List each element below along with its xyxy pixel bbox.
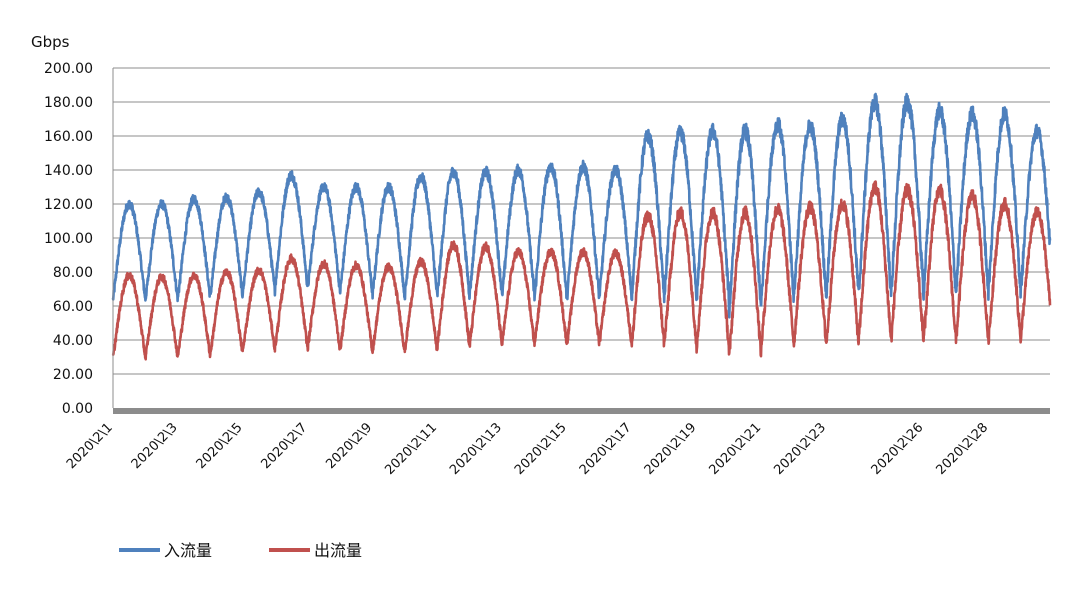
y-tick-label: 80.00 [53,265,93,281]
legend-item-outflow: 出流量 [269,541,362,560]
axis-layer: 0.00 20.00 40.00 60.00 80.00 100.00 120.00 140.… [44,61,1050,478]
y-tick-label: 0.00 [62,401,93,417]
x-tick-label: 2020\2\3 [129,420,181,472]
x-tick-label: 2020\2\1 [64,420,116,472]
y-tick-label: 200.00 [44,61,93,77]
x-tick-label: 2020\2\15 [512,420,570,478]
x-tick-label: 2020\2\11 [382,420,440,478]
series-line-inflow [111,92,1052,319]
y-tick-label: 40.00 [53,333,93,349]
x-tick-label: 2020\2\7 [258,420,310,472]
legend-item-inflow: 入流量 [119,541,212,560]
y-tick-label: 160.00 [44,129,93,145]
y-tick-label: 140.00 [44,163,93,179]
x-tick-label: 2020\2\28 [933,420,991,478]
x-tick-label: 2020\2\19 [642,420,700,478]
y-axis-unit: Gbps [31,33,70,51]
y-tick-label: 120.00 [44,197,93,213]
x-tick-label: 2020\2\13 [447,420,505,478]
y-tick-label: 100.00 [44,231,93,247]
x-tick-label: 2020\2\9 [323,420,375,472]
legend-label-inflow: 入流量 [164,541,212,560]
x-tick-label: 2020\2\23 [771,420,829,478]
y-tick-label: 180.00 [44,95,93,111]
y-tick-label: 60.00 [53,299,93,315]
x-axis-bar [113,408,1050,414]
y-tick-label: 20.00 [53,367,93,383]
legend: 入流量 出流量 [119,541,362,560]
x-tick-label: 2020\2\21 [707,420,765,478]
series-line-outflow [111,180,1052,361]
x-tick-label: 2020\2\17 [577,420,635,478]
series-layer [111,92,1052,361]
x-tick-label: 2020\2\5 [194,420,246,472]
legend-label-outflow: 出流量 [314,541,362,560]
x-tick-label: 2020\2\26 [869,420,927,478]
